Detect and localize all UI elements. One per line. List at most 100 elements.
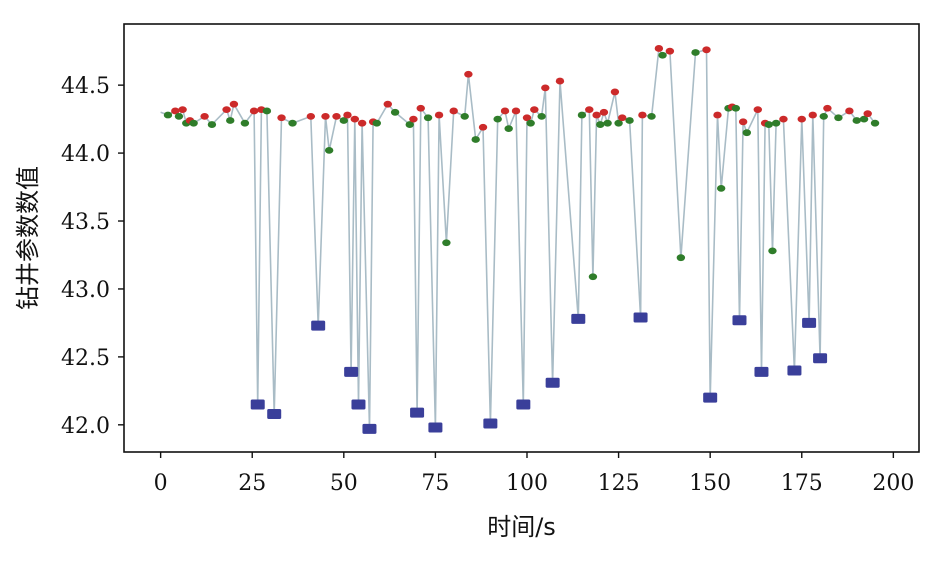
trough-marker bbox=[471, 136, 480, 143]
trough-marker bbox=[405, 121, 414, 128]
outlier-marker bbox=[571, 313, 586, 324]
trough-marker bbox=[852, 117, 861, 124]
trough-marker bbox=[603, 119, 612, 127]
peak-marker bbox=[823, 104, 832, 112]
trough-marker bbox=[324, 146, 334, 154]
peak-marker bbox=[541, 84, 550, 92]
x-ticks: 0 25 50 75 100 125 150 175 200 bbox=[154, 452, 914, 496]
outlier-marker bbox=[351, 399, 366, 410]
x-tick-label: 0 bbox=[154, 471, 168, 496]
peak-marker bbox=[383, 100, 392, 108]
peak-marker bbox=[592, 111, 601, 119]
trough-marker bbox=[731, 104, 741, 112]
outlier-marker bbox=[813, 353, 828, 364]
x-tick-label: 75 bbox=[421, 471, 449, 496]
peak-marker bbox=[434, 111, 444, 119]
outlier-marker bbox=[410, 407, 425, 418]
peak-marker bbox=[321, 112, 330, 120]
peak-marker bbox=[409, 115, 418, 123]
x-tick-label: 100 bbox=[506, 471, 548, 496]
trough-marker bbox=[288, 119, 297, 127]
trough-marker bbox=[742, 129, 752, 137]
trough-marker bbox=[625, 117, 634, 124]
x-tick-label: 175 bbox=[781, 471, 823, 496]
y-axis-label: 钻井参数数值 bbox=[14, 166, 42, 310]
peak-marker bbox=[229, 100, 239, 108]
peak-marker bbox=[449, 107, 458, 115]
outlier-marker bbox=[428, 422, 443, 433]
trough-marker bbox=[493, 115, 502, 123]
peak-marker bbox=[585, 106, 594, 113]
trough-marker bbox=[647, 112, 656, 120]
peak-marker bbox=[610, 88, 620, 96]
outlier-marker bbox=[362, 423, 377, 434]
peak-marker bbox=[845, 107, 854, 115]
trough-marker bbox=[691, 49, 700, 56]
y-ticks: 42.0 42.5 43.0 43.5 44.0 44.5 bbox=[61, 74, 124, 439]
peak-marker bbox=[200, 112, 209, 120]
peak-marker bbox=[618, 114, 627, 122]
outlier-marker bbox=[754, 366, 769, 377]
peak-marker bbox=[478, 123, 488, 131]
trough-marker bbox=[207, 121, 217, 128]
trough-marker bbox=[588, 273, 598, 281]
trough-marker bbox=[423, 114, 433, 122]
y-tick-label: 42.5 bbox=[61, 346, 110, 371]
outlier-marker bbox=[802, 317, 817, 328]
trough-marker bbox=[614, 119, 623, 127]
trough-marker bbox=[537, 112, 546, 120]
trough-marker bbox=[372, 119, 381, 127]
x-tick-label: 150 bbox=[689, 471, 731, 496]
peak-marker bbox=[599, 108, 609, 116]
outlier-marker bbox=[250, 399, 265, 410]
peak-marker bbox=[638, 111, 647, 119]
trough-marker bbox=[716, 185, 726, 192]
peak-marker bbox=[713, 111, 722, 119]
outlier-marker bbox=[311, 320, 326, 331]
y-tick-label: 43.0 bbox=[61, 278, 110, 303]
peak-marker bbox=[277, 114, 286, 122]
peak-marker bbox=[530, 106, 539, 113]
y-tick-label: 44.5 bbox=[61, 74, 110, 99]
peak-marker bbox=[555, 77, 565, 85]
peak-marker bbox=[654, 45, 664, 52]
trough-marker bbox=[339, 117, 349, 124]
outlier-marker bbox=[633, 312, 648, 323]
trough-marker bbox=[870, 119, 880, 127]
trough-marker bbox=[676, 254, 686, 262]
y-tick-label: 42.0 bbox=[61, 414, 110, 439]
peak-marker bbox=[171, 107, 180, 115]
peak-marker bbox=[464, 70, 473, 78]
plot-area bbox=[160, 45, 880, 434]
outlier-marker bbox=[703, 392, 718, 403]
trough-marker bbox=[596, 121, 605, 128]
peak-marker bbox=[249, 107, 259, 115]
trough-marker bbox=[226, 117, 235, 124]
peak-marker bbox=[753, 106, 763, 113]
trough-marker bbox=[859, 115, 869, 123]
trough-marker bbox=[163, 111, 173, 119]
outlier-marker bbox=[267, 408, 282, 419]
trough-marker bbox=[189, 119, 198, 127]
outlier-marker bbox=[787, 365, 802, 376]
outlier-marker bbox=[483, 418, 498, 429]
peak-marker bbox=[522, 114, 532, 122]
outlier-marker bbox=[344, 366, 359, 377]
peak-marker bbox=[357, 119, 367, 127]
trough-marker bbox=[390, 108, 400, 116]
peak-marker bbox=[808, 111, 817, 119]
y-tick-label: 44.0 bbox=[61, 142, 110, 167]
outlier-marker bbox=[545, 377, 560, 388]
trough-marker bbox=[174, 112, 184, 120]
outlier-marker bbox=[732, 315, 747, 326]
outlier-marker bbox=[516, 399, 531, 410]
peak-marker bbox=[797, 115, 806, 123]
y-tick-label: 43.5 bbox=[61, 210, 110, 235]
peak-marker bbox=[350, 115, 360, 123]
peak-marker bbox=[511, 107, 521, 115]
x-tick-label: 200 bbox=[872, 471, 914, 496]
peak-marker bbox=[779, 115, 788, 123]
trough-marker bbox=[460, 112, 469, 120]
peak-marker bbox=[222, 106, 231, 113]
